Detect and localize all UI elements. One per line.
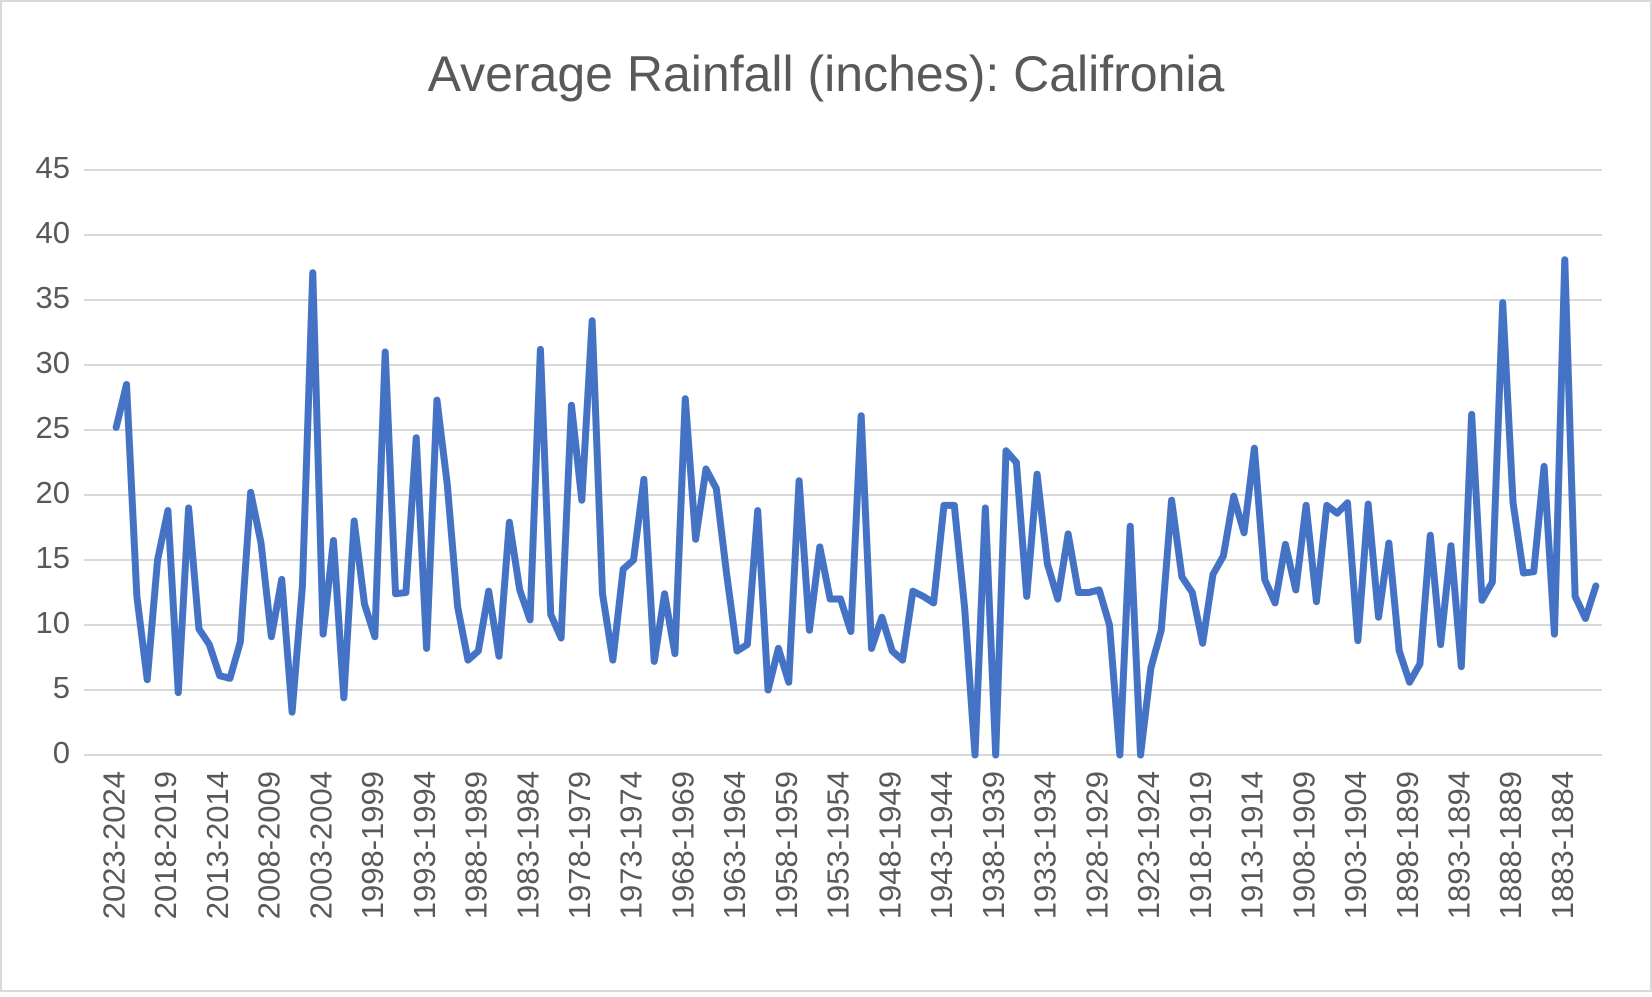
- x-tick-label: 1988-1989: [459, 771, 494, 919]
- x-tick-label: 1963-1964: [717, 771, 752, 919]
- y-tick-label: 25: [36, 410, 70, 445]
- x-tick-label: 1978-1979: [562, 771, 597, 919]
- x-tick-label: 1958-1959: [769, 771, 804, 919]
- x-tick-label: 2023-2024: [96, 771, 131, 919]
- x-tick-label: 1883-1884: [1545, 771, 1580, 919]
- x-tick-label: 1943-1944: [924, 771, 959, 919]
- x-tick-label: 1993-1994: [407, 771, 442, 919]
- x-tick-label: 1938-1939: [976, 771, 1011, 919]
- y-tick-label: 10: [36, 605, 70, 640]
- x-tick-label: 1968-1969: [665, 771, 700, 919]
- x-tick-label: 1898-1899: [1390, 771, 1425, 919]
- x-tick-label: 1983-1984: [510, 771, 545, 919]
- x-tick-label: 1888-1889: [1493, 771, 1528, 919]
- y-tick-label: 15: [36, 540, 70, 575]
- data-line: [112, 256, 1600, 759]
- y-tick-label: 45: [36, 150, 70, 185]
- x-tick-label: 1998-1999: [355, 771, 390, 919]
- x-tick-label: 1933-1934: [1028, 771, 1063, 919]
- x-tick-label: 1928-1929: [1079, 771, 1114, 919]
- x-tick-label: 2018-2019: [148, 771, 183, 919]
- x-tick-label: 1893-1894: [1442, 771, 1477, 919]
- y-tick-label: 5: [53, 670, 70, 705]
- x-tick-label: 1948-1949: [872, 771, 907, 919]
- x-tick-label: 1913-1914: [1235, 771, 1270, 919]
- x-tick-label: 2003-2004: [303, 771, 338, 919]
- x-tick-label: 2013-2014: [200, 771, 235, 919]
- x-tick-label: 1908-1909: [1286, 771, 1321, 919]
- x-tick-label: 1973-1974: [614, 771, 649, 919]
- x-tick-label: 1953-1954: [821, 771, 856, 919]
- x-tick-label: 1903-1904: [1338, 771, 1373, 919]
- y-tick-label: 20: [36, 475, 70, 510]
- y-tick-label: 0: [53, 735, 70, 770]
- x-tick-label: 1918-1919: [1183, 771, 1218, 919]
- x-tick-label: 2008-2009: [252, 771, 287, 919]
- chart-title: Average Rainfall (inches): Califronia: [428, 46, 1225, 102]
- y-tick-label: 35: [36, 280, 70, 315]
- y-tick-label: 40: [36, 215, 70, 250]
- y-tick-label: 30: [36, 345, 70, 380]
- x-tick-label: 1923-1924: [1131, 771, 1166, 919]
